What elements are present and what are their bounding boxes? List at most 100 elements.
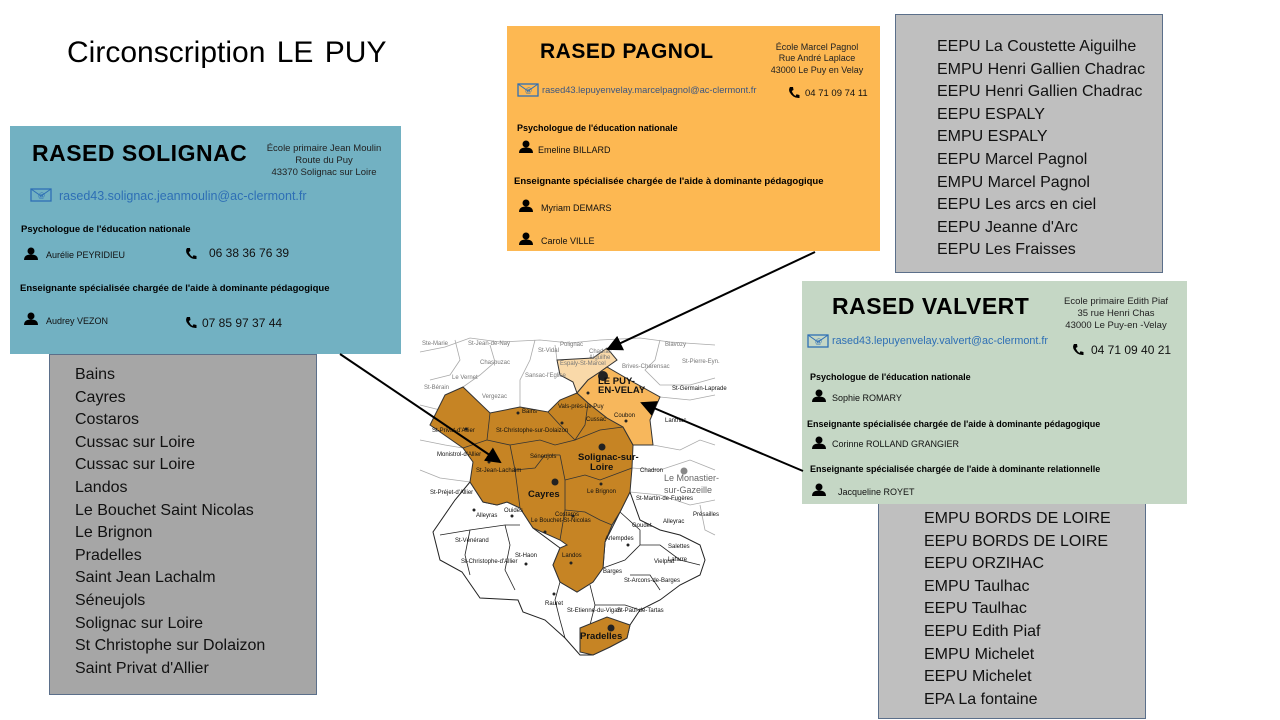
map-label: Sansac-l'Eglise: [525, 373, 566, 379]
pagnol-zone: [576, 366, 661, 446]
map-label: Chadrac: [589, 349, 612, 355]
address-line: Rue André Laplace: [778, 53, 856, 64]
role-heading: Enseignante spécialisée chargée de l'aid…: [807, 419, 1101, 429]
school-item: Le Bouchet Saint Nicolas: [75, 501, 254, 519]
person-name: Jacqueline ROYET: [838, 487, 915, 497]
school-item: EEPU ORZIHAC: [924, 555, 1045, 573]
address-line: 43000 Le Puy-en -Velay: [1065, 319, 1167, 331]
address-line: 43000 Le Puy en Velay: [770, 64, 864, 75]
email-link[interactable]: rased43.lepuyenvelay.marcelpagnol@ac-cle…: [542, 85, 757, 95]
email-icon: @: [517, 83, 539, 102]
svg-text:@: @: [525, 88, 532, 95]
map-label: Ouides: [504, 508, 523, 514]
map-label: St-Etienne-du-Vigan: [567, 608, 621, 614]
map-label: St-Haon: [515, 553, 537, 559]
map-label: Cussac: [586, 417, 606, 423]
map-label: St-Jean-de-Nay: [468, 341, 510, 347]
school-item: EPA La fontaine: [924, 690, 1038, 708]
map-label: Pradelles: [580, 631, 622, 642]
school-item: EEPU Henri Gallien Chadrac: [937, 83, 1143, 101]
person-icon: [24, 312, 38, 330]
role-heading: Enseignante spécialisée chargée de l'aid…: [514, 176, 824, 187]
map-label: Salettes: [668, 544, 690, 550]
map-label: Lantriac: [665, 418, 686, 424]
person-name: Corinne ROLLAND GRANGIER: [832, 439, 960, 449]
map-label: Monistrol-d'Allier: [437, 452, 481, 458]
map-label: Bains: [522, 409, 537, 415]
map-label: Barges: [603, 569, 622, 575]
map-label: Blavozy: [665, 342, 686, 348]
school-item: EMPU Taulhac: [924, 577, 1030, 595]
email-link[interactable]: rased43.lepuyenvelay.valvert@ac-clermont…: [832, 335, 1048, 347]
school-item: EMPU BORDS DE LOIRE: [924, 510, 1111, 527]
school-item: EMPU Henri Gallien Chadrac: [937, 60, 1146, 78]
email-icon: @: [807, 334, 829, 353]
map-label: Arlempdes: [605, 536, 634, 542]
solignac-schools-list: Bains Cayres Costaros Cussac sur Loire Cussa…: [49, 354, 317, 695]
map-label: Espaly-St-Marcel: [560, 361, 606, 367]
school-item: Solignac sur Loire: [75, 614, 204, 632]
slide-title: Circonscription LE PUY: [67, 36, 387, 69]
pagnol-schools-list: EEPU La Coustette Aiguilhe EMPU Henri Gal…: [895, 14, 1163, 273]
school-item: EMPU Michelet: [924, 645, 1035, 663]
school-item: EMPU ESPALY: [937, 128, 1048, 146]
school-item: Cayres: [75, 388, 126, 406]
map-label: Goudet: [632, 523, 652, 529]
map-label: Lafarre: [668, 557, 688, 563]
person-icon: [519, 140, 533, 158]
southern-commune-borders: [439, 511, 701, 639]
address-line: École Marcel Pagnol: [775, 42, 859, 52]
rased-pagnol-card: RASED PAGNOL École Marcel Pagnol Rue And…: [507, 26, 880, 251]
map-label: Vals-près-Le Puy: [558, 404, 604, 410]
map-label: St-Christophe-sur-Dolaizon: [496, 428, 568, 434]
map-label: St-Christophe-d'Allier: [461, 559, 518, 565]
map-label: St-Arcons-de-Barges: [624, 578, 680, 584]
map-label: Solignac-sur-: [578, 452, 639, 463]
school-item: EEPU Marcel Pagnol: [937, 150, 1088, 168]
town-dots: [464, 371, 688, 632]
address-line: 43370 Solignac sur Loire: [271, 166, 377, 178]
email-link[interactable]: rased43.solignac.jeanmoulin@ac-clermont.…: [59, 189, 307, 203]
phone-icon: [185, 247, 197, 265]
school-item: EEPU La Coustette Aiguilhe: [937, 38, 1137, 55]
svg-text:@: @: [815, 339, 822, 346]
valvert-schools-list: EMPU BORDS DE LOIRE EEPU BORDS DE LOIRE EE…: [878, 500, 1146, 719]
map-label: St-Germain-Laprade: [672, 386, 727, 392]
map-label: Vergezac: [482, 394, 507, 400]
school-item: Landos: [75, 478, 128, 496]
phone-icon: [788, 86, 800, 104]
rased-valvert-card: RASED VALVERT Ecole primaire Edith Piaf …: [802, 281, 1187, 504]
person-name: Aurélie PEYRIDIEU: [46, 250, 126, 260]
address-line: Route du Puy: [295, 154, 353, 166]
map-label: Alleyras: [476, 513, 497, 519]
person-icon: [519, 232, 533, 250]
card-title: RASED SOLIGNAC: [32, 140, 248, 166]
school-item: Cussac sur Loire: [75, 456, 196, 474]
person-icon: [812, 389, 826, 407]
person-name: Carole VILLE: [541, 236, 595, 246]
phone-icon: [1072, 343, 1084, 361]
role-heading: Psychologue de l'éducation nationale: [21, 224, 191, 235]
school-item: Saint Jean Lachalm: [75, 569, 216, 587]
person-icon: [24, 247, 38, 265]
map-label: St-Paul-de-Tartas: [617, 608, 664, 614]
school-item: Costaros: [75, 411, 140, 429]
person-name: Sophie ROMARY: [832, 393, 902, 403]
map-label: Chadron: [640, 468, 663, 474]
person-name: Audrey VEZON: [46, 316, 109, 326]
email-icon: @: [30, 188, 52, 207]
school-item: Pradelles: [75, 546, 142, 564]
school-item: EEPU Les arcs en ciel: [937, 196, 1097, 214]
map-label: St-Préjet-d'Allier: [430, 490, 473, 496]
card-title: RASED VALVERT: [832, 293, 1030, 319]
role-heading: Psychologue de l'éducation nationale: [810, 372, 971, 382]
school-item: EEPU Jeanne d'Arc: [937, 218, 1078, 236]
map-label: St-Vénérand: [455, 538, 489, 544]
map-label: Polignac: [560, 342, 583, 348]
map-label: EN-VELAY: [598, 385, 646, 396]
school-item: EEPU Edith Piaf: [924, 622, 1041, 640]
map-label: Landos: [562, 553, 582, 559]
address-line: Ecole primaire Edith Piaf: [1063, 296, 1169, 307]
map-label: Costaros: [555, 512, 579, 518]
phone-number: 04 71 09 40 21: [1091, 343, 1172, 357]
